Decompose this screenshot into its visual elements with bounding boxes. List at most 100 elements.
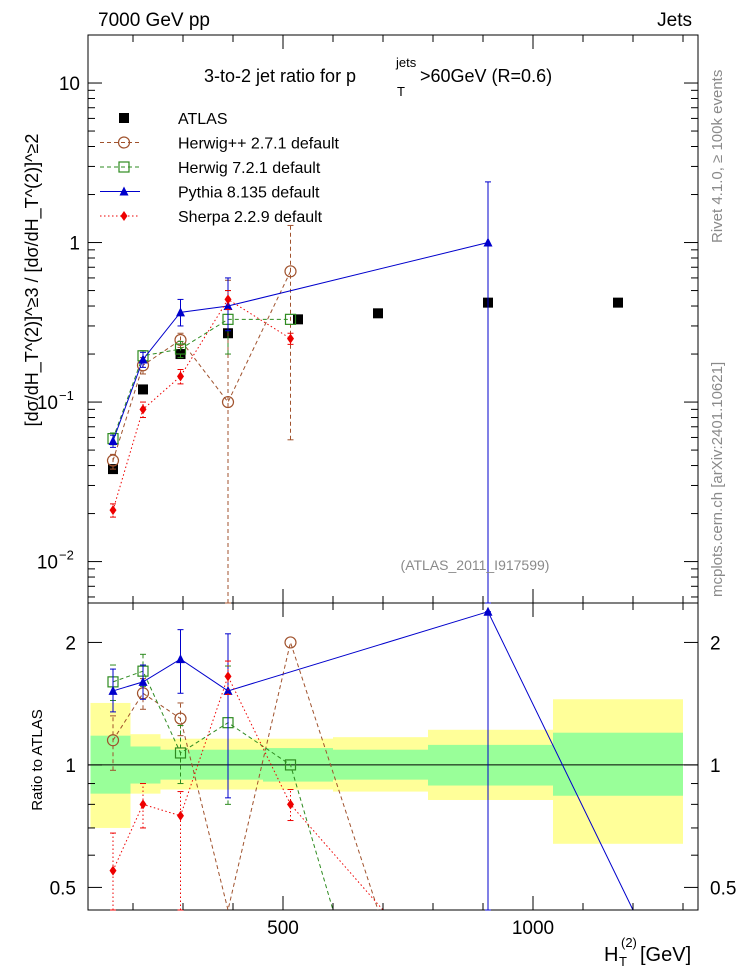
data-point-marker — [108, 436, 118, 446]
data-point-marker — [118, 161, 130, 173]
plot-title: 3-to-2 jet ratio for p jets T >60GeV (R=… — [204, 55, 552, 99]
legend-item: Herwig++ 2.7.1 default — [100, 136, 340, 153]
x-tick-label: 1000 — [512, 918, 554, 939]
mcplots-label: mcplots.cern.ch [arXiv:2401.10621] — [709, 362, 726, 597]
series-herwig-7-2-1-default — [107, 290, 297, 446]
x-label-unit: [GeV] — [640, 944, 691, 966]
data-point-marker — [174, 343, 187, 355]
data-point-marker — [106, 454, 120, 467]
header: 7000 GeV pp Jets — [98, 10, 692, 31]
data-point-marker — [483, 237, 493, 247]
data-point-marker — [373, 308, 383, 319]
legend-item: Herwig 7.2.1 default — [100, 160, 321, 177]
ratio-frame-border — [87, 602, 699, 911]
collision-label: 7000 GeV pp — [98, 10, 210, 31]
data-point-marker — [284, 265, 297, 278]
title-prefix: 3-to-2 jet ratio for p — [204, 66, 356, 86]
legend-item: ATLAS — [119, 111, 228, 128]
series-pythia-8-135-default — [108, 606, 634, 911]
data-point-marker — [221, 395, 235, 409]
series-pythia-8-135-default — [108, 181, 493, 604]
data-point-marker — [138, 676, 148, 686]
x-label-subscript: T — [619, 954, 627, 969]
legend-label: Herwig 7.2.1 default — [178, 160, 321, 177]
y-tick-label: 1 — [69, 234, 80, 255]
y-tick-exponent: −2 — [59, 548, 74, 563]
data-point-marker — [176, 307, 185, 317]
data-point-marker — [224, 294, 232, 305]
legend-item: Sherpa 2.2.9 default — [100, 209, 323, 226]
data-point-marker — [483, 606, 493, 616]
ratio-y-tick-label-right: 1 — [710, 756, 721, 777]
data-point-marker — [106, 734, 120, 747]
series-line — [112, 271, 291, 461]
ratio-y-tick-label: 1 — [65, 756, 76, 777]
y-tick-exponent: −1 — [59, 388, 74, 403]
data-point-marker — [117, 136, 131, 149]
series-line — [112, 670, 334, 911]
data-point-marker — [287, 799, 294, 810]
title-subscript: T — [397, 84, 405, 99]
main-y-axis-label: [dσ/dH_T^(2)]^≥3 / [dσ/dH_T^(2)]^≥2 — [22, 134, 43, 427]
series-herwig-2-7-1-default — [106, 636, 379, 911]
ratio-y-tick-label: 2 — [65, 633, 76, 654]
series-line — [112, 675, 384, 911]
legend-item: Pythia 8.135 default — [100, 185, 320, 202]
legend-label: Sherpa 2.2.9 default — [178, 209, 323, 226]
data-point-marker — [138, 354, 148, 364]
data-point-marker — [613, 297, 623, 308]
x-axis-label: H T (2) [GeV] — [604, 935, 691, 969]
series-line — [112, 640, 379, 911]
ratio-plot-frame — [87, 602, 699, 911]
legend-label: Herwig++ 2.7.1 default — [178, 136, 340, 153]
data-point-marker — [177, 810, 184, 821]
data-point-marker — [174, 747, 187, 759]
series-line — [112, 242, 489, 442]
data-point-marker — [174, 712, 187, 725]
data-point-marker — [284, 636, 297, 649]
data-point-marker — [120, 211, 128, 221]
series-herwig-2-7-1-default — [106, 224, 297, 604]
data-point-marker — [293, 314, 303, 325]
y-tick-label: 10 — [37, 393, 58, 414]
main-series — [106, 181, 623, 604]
data-point-marker — [177, 371, 184, 382]
data-point-marker — [109, 865, 117, 876]
data-point-marker — [224, 671, 232, 682]
title-superscript: jets — [395, 55, 417, 70]
legend: ATLAS Herwig++ 2.7.1 default Herwig 7.2.1 … — [100, 111, 340, 226]
ratio-uncertainty-bands — [88, 699, 698, 844]
analysis-tag: (ATLAS_2011_I917599) — [401, 557, 550, 573]
x-label-base: H — [604, 944, 618, 966]
legend-label: ATLAS — [178, 111, 228, 128]
x-tick-label: 500 — [267, 918, 299, 939]
series-line — [112, 298, 291, 511]
series-line — [112, 611, 634, 911]
ratio-y-tick-label-right: 2 — [710, 633, 721, 654]
legend-label: Pythia 8.135 default — [178, 185, 320, 202]
y-tick-label: 10 — [59, 74, 80, 95]
band-inner — [553, 732, 683, 796]
data-point-marker — [176, 654, 185, 664]
data-point-marker — [284, 759, 297, 771]
ratio-y-tick-label: 0.5 — [50, 878, 76, 899]
data-point-marker — [139, 404, 147, 415]
data-point-marker — [138, 384, 148, 395]
data-point-marker — [108, 685, 118, 695]
ratio-y-tick-label-right: 0.5 — [710, 878, 736, 899]
x-label-superscript: (2) — [621, 935, 637, 950]
ratio-y-axis-label: Ratio to ATLAS — [29, 709, 46, 810]
series-sherpa-2-2-9-default — [109, 660, 384, 911]
data-point-marker — [139, 799, 147, 810]
data-point-marker — [287, 333, 294, 344]
y-tick-label: 10 — [37, 553, 58, 574]
data-point-marker — [109, 505, 117, 516]
data-point-marker — [284, 313, 297, 325]
data-point-marker — [174, 333, 187, 347]
data-point-marker — [119, 186, 129, 196]
series-sherpa-2-2-9-default — [109, 290, 294, 518]
data-point-marker — [119, 113, 129, 123]
series-atlas — [108, 297, 623, 475]
